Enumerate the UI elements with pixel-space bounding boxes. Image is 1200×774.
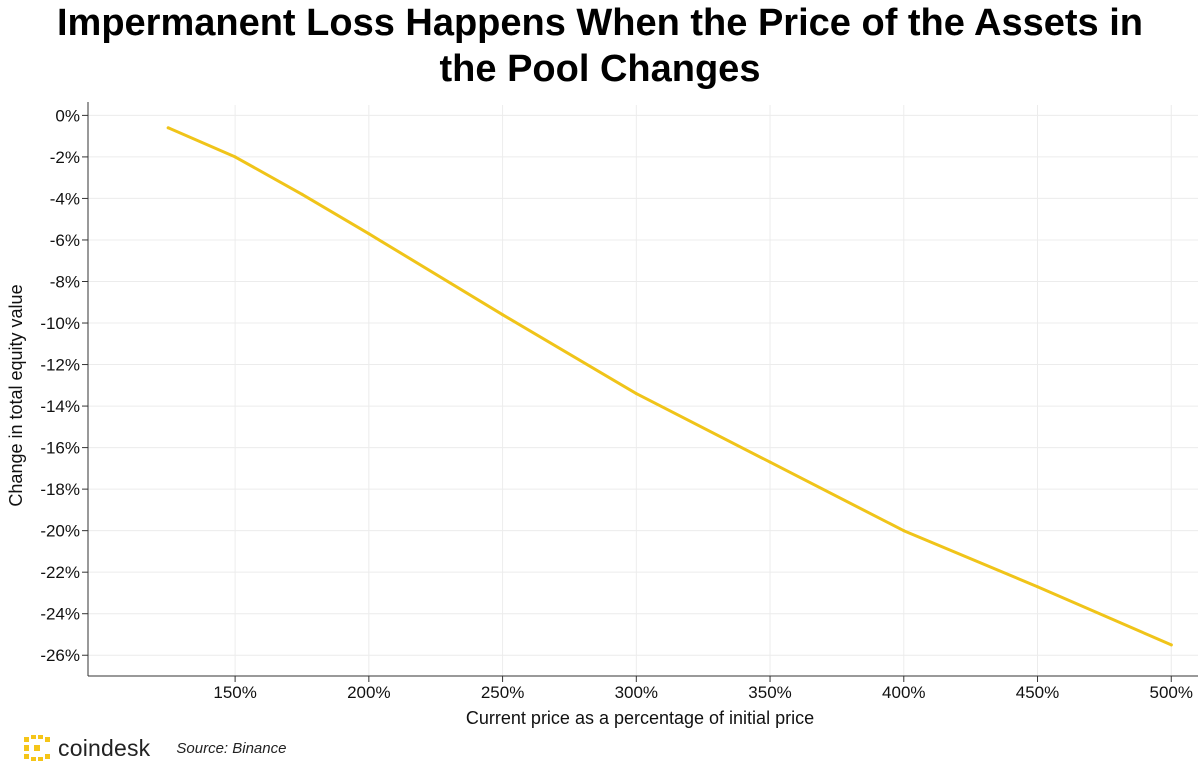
y-tick-label: -20% — [40, 522, 80, 541]
x-tick-label: 200% — [347, 683, 390, 702]
x-tick-label: 450% — [1016, 683, 1059, 702]
y-tick-label: -12% — [40, 356, 80, 375]
coindesk-logo-icon — [24, 735, 50, 761]
data-point — [902, 529, 906, 533]
data-point — [367, 232, 371, 236]
y-tick-label: -26% — [40, 646, 80, 665]
x-tick-label: 150% — [213, 683, 256, 702]
footer: coindesk Source: Binance — [24, 732, 286, 764]
y-tick-label: -22% — [40, 563, 80, 582]
y-tick-label: -6% — [50, 231, 80, 250]
x-tick-label: 400% — [882, 683, 925, 702]
chart-title-line-2: the Pool Changes — [439, 48, 761, 90]
y-tick-label: -24% — [40, 605, 80, 624]
source-note: Source: Binance — [176, 739, 287, 757]
data-point — [233, 155, 237, 159]
y-axis-label: Change in total equity value — [6, 284, 26, 506]
x-tick-label: 250% — [481, 683, 524, 702]
data-point — [501, 313, 505, 317]
chart-title-line-1: Impermanent Loss Happens When the Price … — [56, 2, 1144, 44]
data-point — [300, 192, 304, 196]
grid-lines — [88, 105, 1198, 676]
axes — [82, 102, 1198, 682]
brand-name: coindesk — [58, 734, 151, 761]
y-tick-label: -4% — [50, 189, 80, 208]
tick-labels: 0% -2% -4% -6% -8% -10% -12% -14% -16% -18% -20% -2… — [40, 106, 1193, 702]
x-tick-label: 350% — [748, 683, 791, 702]
y-tick-label: -8% — [50, 272, 80, 291]
y-tick-label: 0% — [55, 106, 80, 125]
chart-title: Impermanent Loss Happens When the Price … — [0, 0, 1200, 92]
data-point — [1169, 643, 1173, 647]
y-tick-label: -14% — [40, 397, 80, 416]
y-tick-label: -2% — [50, 148, 80, 167]
y-tick-label: -10% — [40, 314, 80, 333]
data-point — [768, 460, 772, 464]
series-line — [166, 126, 1173, 647]
x-axis-label: Current price as a percentage of initial… — [466, 708, 814, 728]
y-tick-label: -16% — [40, 439, 80, 458]
series-group — [166, 126, 1173, 647]
x-tick-label: 300% — [615, 683, 658, 702]
data-point — [634, 392, 638, 396]
y-tick-label: -18% — [40, 480, 80, 499]
data-point — [1036, 585, 1040, 589]
x-tick-label: 500% — [1150, 683, 1193, 702]
data-point — [166, 126, 170, 130]
